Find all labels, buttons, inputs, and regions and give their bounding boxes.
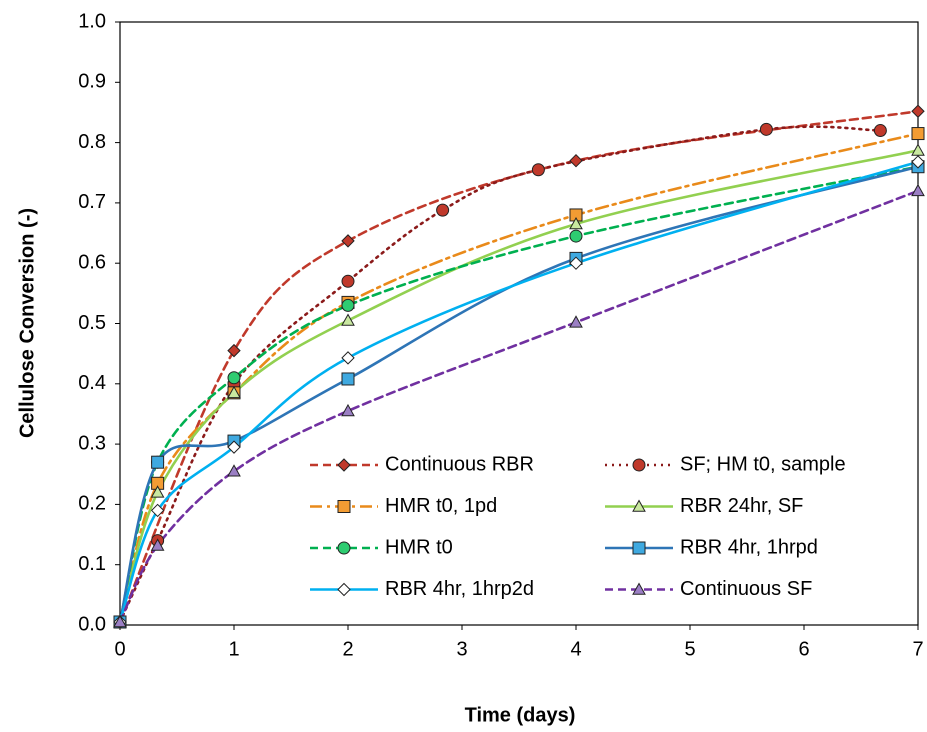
marker bbox=[569, 315, 583, 328]
legend-label: Continuous RBR bbox=[385, 453, 534, 475]
x-tick-label: 0 bbox=[114, 638, 125, 660]
legend-marker bbox=[337, 582, 351, 597]
marker bbox=[911, 127, 925, 141]
marker bbox=[150, 485, 165, 498]
x-tick-label: 6 bbox=[798, 638, 809, 660]
x-tick-label: 2 bbox=[342, 638, 353, 660]
legend-label: RBR 24hr, SF bbox=[680, 495, 803, 517]
y-tick-label: 0.8 bbox=[78, 131, 106, 153]
marker bbox=[341, 298, 355, 312]
y-tick-label: 0.1 bbox=[78, 553, 106, 575]
marker bbox=[150, 503, 165, 518]
marker bbox=[759, 122, 773, 136]
marker bbox=[569, 216, 583, 230]
y-tick-label: 1.0 bbox=[78, 10, 106, 32]
marker bbox=[341, 403, 355, 417]
marker bbox=[227, 440, 241, 454]
y-tick-label: 0.3 bbox=[78, 432, 106, 454]
marker bbox=[569, 229, 583, 243]
marker bbox=[531, 163, 545, 177]
legend-marker bbox=[337, 541, 351, 555]
x-tick-label: 7 bbox=[912, 638, 923, 660]
marker bbox=[911, 143, 925, 156]
x-tick-label: 1 bbox=[228, 638, 239, 660]
legend-label: RBR 4hr, 1hrp2d bbox=[385, 578, 534, 600]
marker bbox=[436, 203, 450, 217]
y-tick-label: 0.4 bbox=[78, 372, 106, 394]
marker bbox=[341, 372, 355, 386]
marker bbox=[569, 256, 583, 270]
marker bbox=[911, 183, 925, 197]
x-tick-label: 4 bbox=[570, 638, 581, 660]
legend-marker bbox=[632, 458, 646, 472]
x-tick-label: 3 bbox=[456, 638, 467, 660]
y-tick-label: 0.6 bbox=[78, 251, 106, 273]
marker bbox=[341, 274, 355, 288]
y-tick-label: 0.7 bbox=[78, 191, 106, 213]
legend-label: SF; HM t0, sample bbox=[680, 453, 846, 475]
marker bbox=[227, 343, 241, 358]
legend-marker bbox=[632, 582, 646, 595]
x-axis-title: Time (days) bbox=[465, 704, 576, 726]
x-tick-label: 5 bbox=[684, 638, 695, 660]
marker bbox=[569, 153, 583, 168]
legend-marker bbox=[337, 500, 351, 513]
series-line bbox=[118, 125, 882, 624]
y-tick-label: 0.9 bbox=[78, 71, 106, 93]
legend-label: HMR t0 bbox=[385, 536, 453, 558]
marker bbox=[873, 124, 887, 138]
y-tick-label: 0.5 bbox=[78, 312, 106, 334]
marker bbox=[113, 614, 127, 628]
y-tick-label: 0.2 bbox=[78, 493, 106, 515]
marker bbox=[227, 371, 241, 385]
legend-label: Continuous SF bbox=[680, 578, 812, 600]
plot-frame bbox=[119, 21, 919, 626]
marker bbox=[341, 313, 355, 326]
marker bbox=[911, 155, 925, 169]
marker bbox=[150, 538, 165, 551]
legend-marker bbox=[632, 541, 646, 555]
series-line bbox=[118, 132, 920, 624]
legend-marker bbox=[337, 458, 351, 472]
marker bbox=[227, 385, 241, 399]
marker bbox=[151, 455, 165, 469]
y-tick-label: 0.0 bbox=[78, 613, 106, 635]
y-axis-title: Cellulose Conversion (-) bbox=[16, 208, 38, 438]
marker bbox=[341, 351, 355, 365]
marker bbox=[341, 234, 355, 248]
legend-label: HMR t0, 1pd bbox=[385, 495, 497, 517]
marker bbox=[911, 104, 925, 118]
legend-label: RBR 4hr, 1hrpd bbox=[680, 536, 818, 558]
marker bbox=[227, 464, 241, 477]
legend-marker bbox=[632, 499, 646, 512]
